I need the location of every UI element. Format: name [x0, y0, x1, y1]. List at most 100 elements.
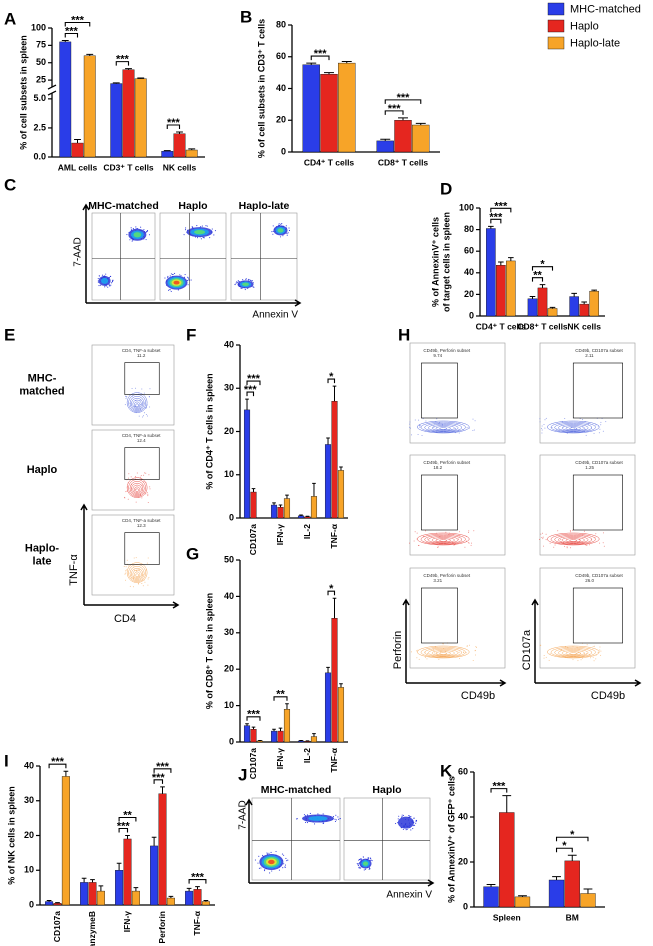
event-dot	[414, 531, 416, 533]
event-dot	[438, 423, 440, 425]
significance-bracket	[384, 99, 422, 104]
significance-label: ***	[489, 211, 503, 223]
significance-bracket	[555, 836, 589, 842]
contour-line	[547, 420, 600, 434]
event-dot	[409, 427, 411, 429]
event-dot	[369, 868, 371, 870]
event-dot	[280, 236, 282, 238]
bar	[88, 882, 97, 906]
event-dot	[313, 823, 316, 825]
event-dot	[309, 812, 311, 815]
legend-swatch	[547, 2, 565, 16]
contour-line	[554, 422, 593, 433]
contour-line	[132, 484, 142, 494]
event-dot	[582, 657, 584, 659]
event-dot	[564, 646, 566, 648]
event-dot	[169, 289, 171, 291]
significance-bracket	[531, 266, 554, 271]
event-dot	[267, 853, 269, 855]
event-dot	[177, 289, 179, 291]
x-tick-label: TNF-α	[192, 910, 202, 935]
event-dot	[577, 660, 579, 662]
legend-swatch	[547, 19, 565, 33]
significance-label: ***	[244, 384, 258, 396]
event-dot	[145, 414, 147, 416]
error-bar	[278, 727, 283, 732]
x-tick-label: IL-2	[302, 524, 312, 539]
y-tick-label: 100	[31, 22, 46, 32]
event-dot	[104, 286, 106, 288]
event-dot	[370, 857, 372, 860]
event-dot	[105, 273, 107, 275]
y-tick-label: 60	[276, 51, 286, 61]
event-dot	[140, 476, 142, 478]
y-tick-label: 25	[36, 74, 46, 84]
y-axis-label: % of cell subsets in CD3⁺ T cells	[256, 19, 266, 158]
event-dot	[578, 649, 580, 651]
significance-bracket	[118, 827, 129, 833]
event-dot	[576, 428, 578, 430]
event-dot	[402, 814, 405, 816]
event-dot	[572, 529, 574, 531]
event-dot	[426, 658, 428, 660]
event-dot	[436, 418, 438, 420]
event-dot	[465, 540, 467, 542]
event-dot	[544, 427, 546, 429]
contour-line	[554, 647, 593, 658]
event-dot	[434, 652, 436, 654]
event-dot	[470, 544, 472, 546]
event-dot	[425, 530, 427, 532]
bar	[337, 470, 345, 519]
event-dot	[141, 388, 143, 390]
axis-arrow	[86, 299, 302, 307]
event-dot	[146, 492, 148, 494]
event-dot	[337, 816, 339, 818]
event-dot	[569, 530, 571, 532]
event-dot	[576, 647, 578, 649]
y-tick-label: 20	[276, 115, 286, 125]
panel-label: C	[4, 175, 16, 194]
event-dot	[542, 536, 544, 538]
contour-line	[550, 421, 596, 433]
significance-bracket	[166, 124, 181, 129]
event-dot	[278, 224, 280, 226]
event-dot	[196, 225, 198, 227]
event-dot	[141, 582, 143, 584]
event-dot	[213, 234, 215, 236]
y-tick-label: 40	[24, 760, 34, 770]
event-dot	[410, 829, 412, 831]
error-bar	[74, 139, 81, 144]
flow-x-label: Annexin V	[252, 310, 298, 321]
event-dot	[603, 545, 605, 547]
event-dot	[593, 660, 595, 662]
event-dot	[545, 539, 547, 541]
error-bar	[339, 683, 343, 688]
event-dot	[579, 418, 581, 420]
error-bar	[398, 117, 408, 121]
y-tick-label: 60	[458, 766, 468, 776]
event-dot	[149, 406, 151, 408]
error-bar	[341, 61, 352, 64]
error-bar	[272, 728, 276, 732]
event-dot	[139, 409, 141, 411]
event-dot	[136, 570, 138, 572]
contour-line	[129, 566, 145, 581]
flow-y-label: 7-AAD	[73, 237, 84, 266]
event-dot	[419, 424, 421, 426]
event-dot	[540, 533, 542, 535]
density-core	[277, 228, 284, 233]
event-dot	[236, 281, 239, 283]
event-dot	[411, 434, 413, 436]
event-dot	[129, 239, 131, 241]
gate-name: CD49b, Perforin subset	[423, 348, 471, 353]
event-dot	[445, 531, 447, 533]
error-bar	[125, 835, 130, 839]
event-dot	[398, 815, 400, 817]
event-dot	[271, 231, 273, 233]
event-dot	[595, 658, 597, 660]
contour-line	[131, 482, 144, 495]
error-bar	[488, 225, 494, 229]
event-dot	[593, 645, 595, 647]
y-axis-label: % of CD8⁺ T cells in spleen	[204, 593, 214, 709]
event-dot	[402, 828, 404, 831]
